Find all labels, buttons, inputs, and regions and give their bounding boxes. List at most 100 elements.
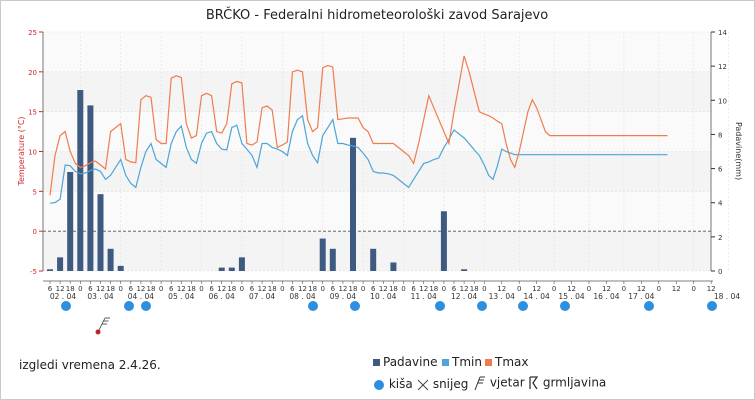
x-date-label: 17 . 04 <box>628 292 654 301</box>
y2-tick-label: 2 <box>718 234 722 242</box>
x-hour-label: 12 <box>497 285 506 293</box>
rain-icon <box>560 301 570 311</box>
y2-tick-label: 10 <box>718 97 727 105</box>
snow-icon <box>417 379 429 390</box>
caption: izgledi vremena 2.4.26. <box>19 358 161 372</box>
axes: -5 0 5 10 15 20 25 0 2 4 6 8 10 12 14 <box>28 29 727 276</box>
x-hour-label: 12 <box>177 285 186 293</box>
x-hour-label: 6 <box>250 285 255 293</box>
precip-bar <box>228 267 235 271</box>
y2-tick-label: 8 <box>718 131 722 139</box>
rain-icon <box>477 301 487 311</box>
precip-bar <box>461 269 468 271</box>
x-hour-label: 0 <box>482 285 486 293</box>
x-hour-label: 0 <box>552 285 556 293</box>
x-hour-label: 6 <box>48 285 53 293</box>
x-hour-label: 0 <box>657 285 661 293</box>
x-date-label: 07 . 04 <box>249 292 275 301</box>
precip-bar <box>57 257 64 271</box>
precip-bar <box>107 248 114 271</box>
x-hour-label: 0 <box>78 285 82 293</box>
x-hour-label: 0 <box>442 285 446 293</box>
chart-title: BRČKO - Federalni hidrometeorološki zavo… <box>206 7 548 23</box>
plot-band <box>43 32 711 72</box>
precip-bar <box>350 137 356 271</box>
x-date-label: 08 . 04 <box>289 292 315 301</box>
x-hour-label: 0 <box>361 285 365 293</box>
y-tick-label: 10 <box>28 149 37 157</box>
x-hour-label: 0 <box>240 285 244 293</box>
x-hour-label: 12 <box>637 285 646 293</box>
x-date-label: 05 . 04 <box>168 292 194 301</box>
x-hour-label: 18 <box>308 285 317 293</box>
tmin-line <box>49 114 668 204</box>
x-date-label: 15 . 04 <box>558 292 584 301</box>
y2-axis-label: Padavine(mm) <box>734 122 743 180</box>
x-hour-label: 0 <box>320 285 324 293</box>
x-hour-label: 12 <box>258 285 267 293</box>
precip-bar <box>77 90 84 272</box>
x-hour-label: 6 <box>331 285 336 293</box>
x-date-label: 10 . 04 <box>370 292 396 301</box>
precip-bar <box>87 105 94 272</box>
rain-icon <box>374 379 384 390</box>
legend-snijeg-label: snijeg <box>432 377 469 391</box>
precip-bar <box>117 265 124 271</box>
legend-tmax: Tmax <box>485 355 528 369</box>
rain-icon <box>308 301 318 311</box>
plot-band <box>43 111 711 152</box>
rain-icon <box>707 301 717 311</box>
precip-bars <box>47 90 468 272</box>
padavine-swatch <box>373 359 380 366</box>
y2-tick-label: 0 <box>718 268 722 276</box>
weather-icons <box>61 301 717 335</box>
y2-tick-label: 4 <box>718 200 723 208</box>
x-date-label: 11 . 04 <box>411 292 437 301</box>
x-date-label: 18 . 04 <box>714 292 740 301</box>
x-hour-label: 18 <box>389 285 398 293</box>
y-tick-label: 5 <box>33 188 37 196</box>
y-axis-label: Temperature (°C) <box>17 116 26 186</box>
x-hour-label: 6 <box>371 285 376 293</box>
wind-icon-staff <box>97 317 106 333</box>
x-hour-label: 0 <box>587 285 591 293</box>
x-date-label: 16 . 04 <box>593 292 619 301</box>
rain-icon <box>435 301 445 311</box>
x-hour-label: 12 <box>532 285 541 293</box>
x-hour-label: 18 <box>187 285 196 293</box>
x-hour-label: 0 <box>280 285 284 293</box>
rain-icon <box>644 301 654 311</box>
grid-lines <box>43 31 729 272</box>
x-hour-label: 0 <box>199 285 203 293</box>
rain-icon <box>61 301 71 311</box>
x-hour-label: 12 <box>460 285 469 293</box>
x-hour-label: 6 <box>290 285 295 293</box>
x-hour-label: 6 <box>169 285 174 293</box>
x-date-label: 12 . 04 <box>451 292 477 301</box>
legend-grmljavina-label: grmljavina <box>542 375 607 390</box>
x-hour-label: 6 <box>411 285 416 293</box>
x-axis: 6 12 18 0 6 12 18 0 6 12 18 0 6 12 18 0 6 12 18 0 6 12 18 0 6 12 1… <box>43 280 740 301</box>
legend-kisa: kiša <box>373 377 413 391</box>
rain-icon <box>350 301 360 311</box>
temperature-lines <box>49 55 668 204</box>
x-hour-label: 12 <box>56 285 65 293</box>
y2-tick-label: 14 <box>718 29 727 37</box>
x-hour-label: 12 <box>298 285 307 293</box>
y-tick-label: 15 <box>28 109 37 117</box>
precip-bar <box>47 269 53 271</box>
x-date-label: 02 . 04 <box>50 292 76 301</box>
x-hour-label: 0 <box>691 285 695 293</box>
thunder-icon <box>529 376 539 390</box>
rain-icon <box>124 301 134 311</box>
x-hour-label: 12 <box>136 285 145 293</box>
legend-vjetar-label: vjetar <box>489 375 525 390</box>
x-hour-label: 18 <box>470 285 479 293</box>
tmax-line <box>49 55 668 196</box>
x-hour-label: 12 <box>338 285 347 293</box>
precip-bar <box>97 194 104 271</box>
legend-tmax-label: Tmax <box>495 355 529 369</box>
y2-tick-label: 12 <box>718 63 727 71</box>
x-hour-label: 18 <box>429 285 438 293</box>
